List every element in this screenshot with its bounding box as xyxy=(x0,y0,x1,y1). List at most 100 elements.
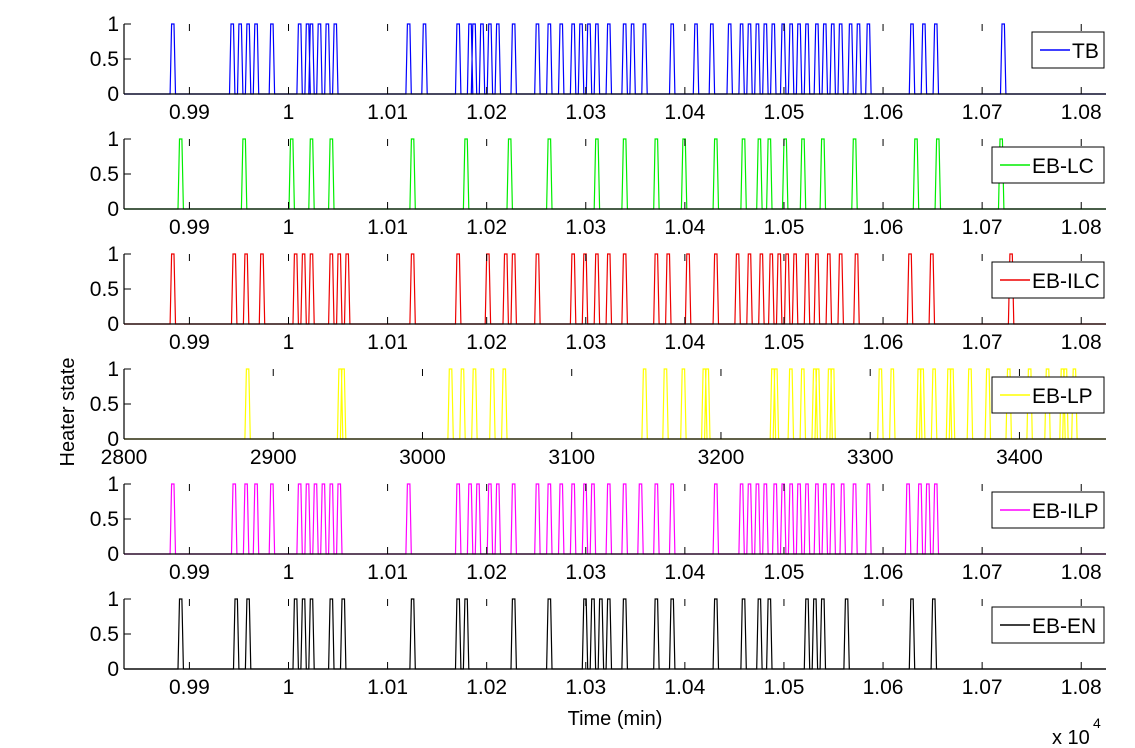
y-tick-label: 1 xyxy=(107,243,119,266)
panel-eb-en: 0.99 1 1.01 1.02 1.03 1.04 1.05 1.06 1.07 1.08 0 0.… xyxy=(90,588,1106,699)
x-tick-label: 1 xyxy=(283,676,295,699)
y-tick-label: 0.5 xyxy=(90,48,119,71)
x-tick-label: 1.05 xyxy=(764,331,805,354)
x-tick-label: 1.05 xyxy=(764,216,805,239)
x-tick-label: 1.04 xyxy=(664,676,705,699)
x-tick-label: 1.06 xyxy=(863,216,904,239)
y-tick-label: 0 xyxy=(107,658,119,681)
legend-label: TB xyxy=(1072,40,1099,63)
x-tick-label: 1 xyxy=(283,101,295,124)
svg-text:x 10: x 10 xyxy=(1052,727,1090,748)
x-tick-label: 1.07 xyxy=(962,101,1003,124)
y-axis-title: Heater state xyxy=(57,358,79,467)
x-tick-label: 0.99 xyxy=(169,561,210,584)
series-line-eb-ilp xyxy=(124,483,1106,555)
y-tick-label: 1 xyxy=(107,128,119,151)
y-tick-label: 0.5 xyxy=(90,278,119,301)
x-tick-label: 3000 xyxy=(399,446,446,469)
y-tick-label: 0.5 xyxy=(90,623,119,646)
legend-label: EB-ILP xyxy=(1032,500,1099,523)
x-tick-label: 1.01 xyxy=(367,331,408,354)
x-tick-label: 1.01 xyxy=(367,101,408,124)
x-tick-label: 1.05 xyxy=(764,101,805,124)
x-tick-label: 0.99 xyxy=(169,216,210,239)
panel-eb-lc: 0.99 1 1.01 1.02 1.03 1.04 1.05 1.06 1.07 1.08 0 0.… xyxy=(90,128,1106,239)
x-tick-label: 1.04 xyxy=(664,331,705,354)
series-line-tb xyxy=(124,23,1106,95)
legend-label: EB-ILC xyxy=(1032,270,1100,293)
x-tick-label: 1.08 xyxy=(1061,676,1102,699)
series-line-eb-lp xyxy=(124,368,1106,440)
x-tick-label: 1.03 xyxy=(565,216,606,239)
y-tick-label: 1 xyxy=(107,358,119,381)
y-tick-label: 0.5 xyxy=(90,393,119,416)
legend-eb-ilc: EB-ILC xyxy=(991,261,1105,299)
x-tick-label: 0.99 xyxy=(169,101,210,124)
x-tick-label: 3100 xyxy=(548,446,595,469)
panel-tb: 0.99 1 1.01 1.02 1.03 1.04 1.05 1.06 1.07 1.08 0 0.… xyxy=(90,13,1106,124)
legend-eb-lc: EB-LC xyxy=(991,146,1105,184)
x-exponent-label: x 10 4 xyxy=(1052,715,1101,748)
x-tick-label: 1.03 xyxy=(565,101,606,124)
x-tick-label: 1.03 xyxy=(565,676,606,699)
x-tick-label: 1 xyxy=(283,216,295,239)
x-tick-label: 1.02 xyxy=(466,676,507,699)
series-line-eb-lc xyxy=(124,138,1106,210)
x-tick-label: 1.07 xyxy=(962,561,1003,584)
x-tick-label: 2900 xyxy=(250,446,297,469)
x-tick-label: 1.02 xyxy=(466,216,507,239)
y-tick-label: 0.5 xyxy=(90,163,119,186)
legend-label: EB-EN xyxy=(1032,615,1096,638)
x-tick-label: 1.07 xyxy=(962,331,1003,354)
x-tick-label: 1.06 xyxy=(863,101,904,124)
x-tick-label: 1.08 xyxy=(1061,101,1102,124)
x-tick-label: 1.08 xyxy=(1061,216,1102,239)
x-tick-label: 1.04 xyxy=(664,216,705,239)
y-tick-label: 0.5 xyxy=(90,508,119,531)
y-tick-label: 1 xyxy=(107,473,119,496)
x-tick-label: 1 xyxy=(283,331,295,354)
legend-tb: TB xyxy=(1031,31,1105,69)
x-tick-label: 1.03 xyxy=(565,331,606,354)
x-tick-label: 1.07 xyxy=(962,676,1003,699)
x-tick-label: 1.06 xyxy=(863,676,904,699)
x-tick-label: 0.99 xyxy=(169,676,210,699)
x-tick-label: 1.02 xyxy=(466,101,507,124)
x-tick-label: 1.07 xyxy=(962,216,1003,239)
x-tick-label: 1.08 xyxy=(1061,561,1102,584)
y-tick-label: 0 xyxy=(107,198,119,221)
svg-text:4: 4 xyxy=(1093,715,1101,731)
y-tick-label: 1 xyxy=(107,13,119,36)
x-tick-label: 3200 xyxy=(698,446,745,469)
x-tick-label: 1 xyxy=(283,561,295,584)
panel-eb-ilp: 0.99 1 1.01 1.02 1.03 1.04 1.05 1.06 1.07 1.08 0 0.… xyxy=(90,473,1106,584)
x-tick-label: 1.06 xyxy=(863,561,904,584)
y-tick-label: 0 xyxy=(107,428,119,451)
x-tick-label: 1.04 xyxy=(664,101,705,124)
legend-eb-ilp: EB-ILP xyxy=(991,491,1105,529)
x-tick-label: 1.01 xyxy=(367,216,408,239)
x-axis-title: Time (min) xyxy=(568,708,663,730)
x-tick-label: 1.06 xyxy=(863,331,904,354)
legend-label: EB-LP xyxy=(1032,385,1093,408)
x-tick-label: 1.05 xyxy=(764,561,805,584)
x-tick-label: 1.02 xyxy=(466,331,507,354)
series-line-eb-ilc xyxy=(124,253,1106,325)
y-tick-label: 0 xyxy=(107,543,119,566)
x-tick-label: 1.03 xyxy=(565,561,606,584)
x-tick-label: 2800 xyxy=(101,446,148,469)
series-line-eb-en xyxy=(124,598,1106,670)
y-tick-label: 1 xyxy=(107,588,119,611)
x-tick-label: 1.08 xyxy=(1061,331,1102,354)
panel-eb-ilc: 0.99 1 1.01 1.02 1.03 1.04 1.05 1.06 1.07 1.08 0 0.… xyxy=(90,243,1106,354)
legend-eb-lp: EB-LP xyxy=(991,376,1105,414)
y-tick-label: 0 xyxy=(107,83,119,106)
x-tick-label: 1.01 xyxy=(367,676,408,699)
x-tick-label: 1.05 xyxy=(764,676,805,699)
panel-eb-lp: 2800 2900 3000 3100 3200 3300 3400 0 0.5 1 EB-LP xyxy=(90,358,1106,469)
x-tick-label: 1.01 xyxy=(367,561,408,584)
y-tick-label: 0 xyxy=(107,313,119,336)
x-tick-label: 1.02 xyxy=(466,561,507,584)
x-tick-label: 3400 xyxy=(996,446,1043,469)
